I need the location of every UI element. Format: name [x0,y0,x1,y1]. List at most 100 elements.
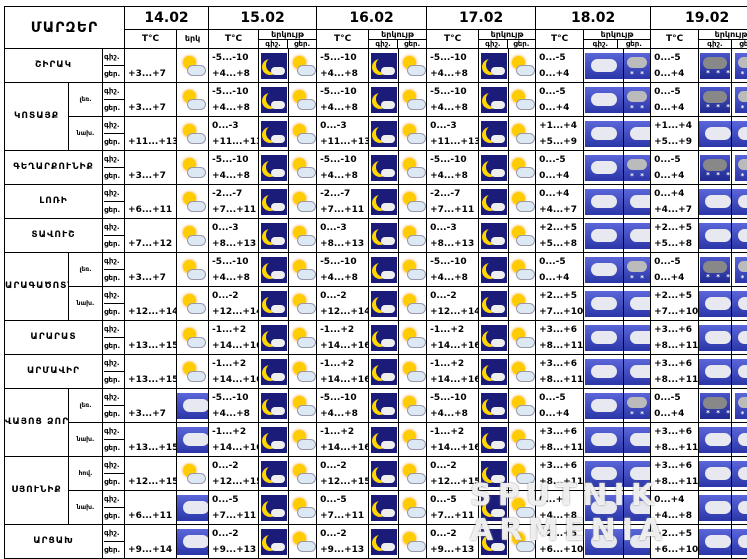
day-night-labels: գիշ.ցեր. [103,253,125,287]
moon-cloud-icon [371,325,397,351]
night-label: գիշ. [584,40,618,48]
moon-cloud-icon [481,393,507,419]
sun-cloud-icon [180,461,206,487]
temperature: +3...+7 [125,389,177,423]
rain-cloud-icon: * * * [700,155,730,181]
sun-cloud-icon [509,359,535,385]
snow-cloud-icon: * * * [735,87,747,113]
sun-cloud-icon [290,393,316,419]
day-night-labels: գիշ.ցեր. [103,423,125,457]
sun-cloud-icon [290,53,316,79]
temperature: +2...+5+5...+8 [651,219,699,253]
day-night-labels: գիշ.ցեր. [103,321,125,355]
night-label: գիշ. [104,525,124,541]
sun-cloud-icon [509,121,535,147]
sun-cloud-icon [290,291,316,317]
moon-cloud-icon [261,291,287,317]
temp-header: T°C [209,30,259,49]
temperature: 0...-3+8...+13 [427,219,479,253]
day-night-labels: գիշ.ցեր. [103,219,125,253]
date-header: 15.02 [209,7,317,30]
night-label: գիշ. [104,83,124,99]
night-label: գիշ. [104,389,124,405]
temp-header: T°C [125,30,177,49]
moon-cloud-icon [261,495,287,521]
temperature: 0...+4+4...+7 [651,185,699,219]
subregion-label: լեռ. [69,83,103,117]
moon-cloud-icon [481,87,507,113]
moon-cloud-icon [371,121,397,147]
cloud-icon [624,223,651,249]
temperature: -5...-10+4...+8 [427,151,479,185]
rain-cloud-icon: * * * [700,393,730,419]
day-night-labels: գիշ.ցեր. [103,83,125,117]
forecast-table: ՄԱՐԶԵՐ 14.02 15.02 16.02 17.02 18.02 19.… [4,6,747,559]
cloud-icon [732,291,747,317]
temperature: +13...+15 [125,355,177,389]
snow-cloud-icon: * * * [735,53,747,79]
moon-cloud-icon [481,359,507,385]
temperature: +3...+6+8...+11 [651,355,699,389]
day-label: ցեր. [732,40,747,48]
cloud-icon [585,53,623,79]
period-label: երկույթ [699,30,747,40]
moon-cloud-icon [261,427,287,453]
subregion-label: լեռ. [69,389,103,423]
sun-cloud-icon [290,359,316,385]
subregion-label: լեռ. [69,253,103,287]
cloud-icon [585,223,623,249]
temperature: +3...+6+8...+11 [651,321,699,355]
temperature: +12...+15 [125,457,177,491]
night-label: գիշ. [259,40,288,48]
temperature: +3...+7 [125,151,177,185]
day-label: ցեր. [104,337,124,354]
moon-cloud-icon [481,325,507,351]
sun-cloud-icon [400,393,426,419]
sun-cloud-icon [400,529,426,555]
sun-cloud-icon [290,87,316,113]
period-label: երկույթ [259,30,316,40]
cloud-icon [699,291,732,317]
temperature: +12...+14 [125,287,177,321]
sun-cloud-icon [400,53,426,79]
temperature: 0...-5+7...+11 [209,491,259,525]
temperature: -1...+2+14...+16 [209,423,259,457]
day-label: ցեր. [104,473,124,490]
sun-cloud-icon [180,87,206,113]
moon-cloud-icon [371,495,397,521]
temperature: -1...+2+14...+16 [317,321,369,355]
period-label: երկույթ [584,30,650,40]
day-night-labels: գիշ.ցեր. [103,491,125,525]
night-label: գիշ. [369,40,398,48]
moon-cloud-icon [481,121,507,147]
sun-cloud-icon [180,359,206,385]
sun-cloud-icon [509,393,535,419]
temperature: +3...+6+8...+11 [651,423,699,457]
sun-cloud-icon [290,155,316,181]
region-name: ՎԱՅՈՑ ՁՈՐ [5,389,69,457]
moon-cloud-icon [371,155,397,181]
cloud-icon [585,393,623,419]
cloud-icon [624,427,651,453]
day-label: ցեր. [104,99,124,116]
cloud-icon [585,155,623,181]
period-label: երկույթ [369,30,426,40]
table-title: ՄԱՐԶԵՐ [5,7,125,49]
temperature: +13...+15 [125,423,177,457]
temp-header: T°C [317,30,369,49]
temperature: +3...+6+8...+11 [536,321,584,355]
moon-cloud-icon [261,529,287,555]
